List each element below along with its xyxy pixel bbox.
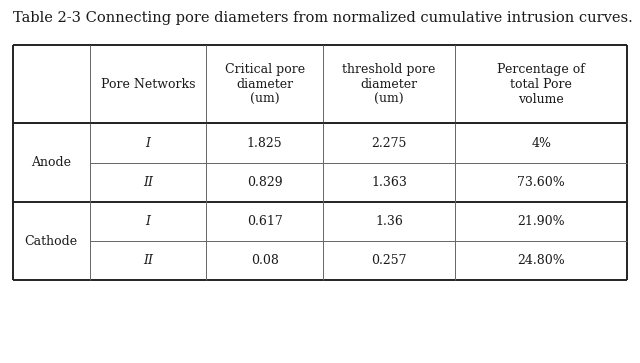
Text: 0.617: 0.617 bbox=[247, 215, 283, 228]
Text: Pore Networks: Pore Networks bbox=[100, 78, 195, 91]
Text: I: I bbox=[145, 215, 150, 228]
Text: 0.257: 0.257 bbox=[371, 254, 407, 267]
Text: 24.80%: 24.80% bbox=[517, 254, 565, 267]
Text: Anode: Anode bbox=[31, 156, 71, 169]
Text: 4%: 4% bbox=[531, 136, 551, 150]
Text: Table 2-3 Connecting pore diameters from normalized cumulative intrusion curves.: Table 2-3 Connecting pore diameters from… bbox=[13, 11, 632, 25]
Text: Percentage of
total Pore
volume: Percentage of total Pore volume bbox=[497, 63, 585, 106]
Text: 73.60%: 73.60% bbox=[517, 176, 565, 189]
Text: 1.825: 1.825 bbox=[247, 136, 282, 150]
Text: 21.90%: 21.90% bbox=[517, 215, 565, 228]
Text: 0.829: 0.829 bbox=[247, 176, 282, 189]
Text: 1.363: 1.363 bbox=[371, 176, 407, 189]
Text: II: II bbox=[143, 176, 153, 189]
Text: 0.08: 0.08 bbox=[251, 254, 278, 267]
Text: II: II bbox=[143, 254, 153, 267]
Text: I: I bbox=[145, 136, 150, 150]
Text: Critical pore
diameter
(um): Critical pore diameter (um) bbox=[225, 63, 305, 106]
Text: 2.275: 2.275 bbox=[371, 136, 407, 150]
Text: 1.36: 1.36 bbox=[375, 215, 403, 228]
Text: threshold pore
diameter
(um): threshold pore diameter (um) bbox=[342, 63, 436, 106]
Text: Cathode: Cathode bbox=[24, 234, 78, 248]
